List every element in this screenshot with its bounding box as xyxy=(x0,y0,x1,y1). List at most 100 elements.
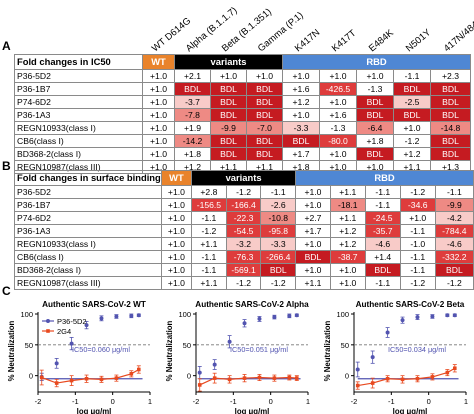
x-tick-label: 1 xyxy=(464,397,468,406)
heatmap-cell: -1.1 xyxy=(399,224,436,238)
heatmap-cell: BDL xyxy=(430,134,471,148)
heatmap-cell: +1.0 xyxy=(160,250,193,264)
heatmap-cell: -76.3 xyxy=(225,250,262,264)
ic50-annotation: IC50=0.060 μg/ml xyxy=(72,345,130,354)
panel-b-title: Fold changes in surface binding xyxy=(14,170,162,186)
heatmap-cell: BDL xyxy=(393,108,431,122)
heatmap-cell: -1.3 xyxy=(319,121,357,135)
heatmap-cell: BDL xyxy=(174,82,211,96)
table-row: REGN10933(class I) +1.0 +1.9 -9.9 -7.0 -3.3 -1… xyxy=(14,121,471,135)
heatmap-cell: -426.5 xyxy=(319,82,357,96)
table-row: P36-1A3 +1.0 -1.2 -54.5 -95.8 +1.7 +1.2 -35.7 -1… xyxy=(14,224,474,238)
heatmap-cell: +1.7 xyxy=(282,147,320,161)
heatmap-cell: -80.0 xyxy=(319,134,357,148)
heatmap-cell: +1.6 xyxy=(282,82,320,96)
heatmap-cell: BDL xyxy=(356,108,394,122)
row-label: P36-1B7 xyxy=(14,198,162,212)
row-label: BD368-2(class I) xyxy=(14,263,162,277)
heatmap-cell: -1.1 xyxy=(191,263,227,277)
data-point xyxy=(136,313,141,318)
heatmap-cell: -9.9 xyxy=(434,198,474,212)
x-tick-label: -2 xyxy=(35,397,42,406)
table-row: P36-1A3 +1.0 -7.8 BDL BDL +1.0 +1.6 BDL BDL BDL xyxy=(14,108,471,122)
data-point xyxy=(272,315,277,320)
column-header: K417N xyxy=(293,27,322,54)
heatmap-cell: +1.0 xyxy=(160,198,193,212)
heatmap-cell: +1.0 xyxy=(295,198,331,212)
data-point xyxy=(272,376,277,380)
heatmap-cell: +1.0 xyxy=(142,134,175,148)
data-point xyxy=(355,383,360,388)
data-point xyxy=(129,313,134,318)
x-axis-label: log μg/ml xyxy=(77,407,112,414)
column-header: E484K xyxy=(367,27,396,54)
heatmap-cell: +1.9 xyxy=(174,121,211,135)
data-point xyxy=(294,313,299,318)
data-point xyxy=(227,377,232,382)
data-point xyxy=(114,314,119,319)
y-axis-label: % Neutralization xyxy=(165,320,174,381)
row-label: P74-6D2 xyxy=(14,211,162,225)
panel-c-letter: C xyxy=(2,284,11,298)
data-point xyxy=(69,378,74,383)
heatmap-cell: -1.1 xyxy=(399,250,436,264)
heatmap-cell: +1.0 xyxy=(210,69,247,83)
heatmap-cell: BDL xyxy=(246,82,283,96)
heatmap-cell: -6.4 xyxy=(356,121,394,135)
data-point xyxy=(287,375,292,380)
y-tick-label: 50 xyxy=(183,341,191,350)
heatmap-cell: -1.0 xyxy=(399,237,436,251)
data-point xyxy=(257,375,262,380)
heatmap-cell: -3.2 xyxy=(225,237,262,251)
heatmap-cell: +1.0 xyxy=(319,69,357,83)
series-curve xyxy=(41,368,140,384)
y-tick-label: 50 xyxy=(25,341,33,350)
heatmap-cell: +1.0 xyxy=(160,276,193,290)
data-point xyxy=(39,375,44,380)
variants-header: variants xyxy=(191,170,297,186)
heatmap-cell: -1.2 xyxy=(260,276,297,290)
heatmap-cell: -1.1 xyxy=(191,211,227,225)
heatmap-cell: -54.5 xyxy=(225,224,262,238)
rbd-header: RBD xyxy=(282,54,471,70)
table-row: P36-1B7 +1.0 -156.5 -166.4 -2.6 +1.0 -18.1 -1.1… xyxy=(14,198,474,212)
heatmap-cell: +2.3 xyxy=(430,69,471,83)
column-header: K417T xyxy=(330,28,359,54)
heatmap-cell: BDL xyxy=(430,82,471,96)
table-row: P74-6D2 +1.0 -3.7 BDL BDL +1.2 +1.0 BDL -2.5 BDL xyxy=(14,95,471,109)
series-curve xyxy=(199,376,297,386)
table-row: BD368-2(class I) +1.0 +1.8 BDL BDL +1.7 +1.0 BD… xyxy=(14,147,471,161)
heatmap-cell: BDL xyxy=(210,134,247,148)
data-point xyxy=(400,318,405,323)
heatmap-cell: +1.0 xyxy=(160,263,193,277)
data-point xyxy=(99,377,104,382)
heatmap-cell: +2.1 xyxy=(174,69,211,83)
heatmap-cell: BDL xyxy=(210,147,247,161)
x-axis-label: log μg/ml xyxy=(235,407,270,414)
heatmap-cell: +1.0 xyxy=(160,224,193,238)
y-tick-label: 0 xyxy=(345,372,349,381)
heatmap-cell: -14.8 xyxy=(430,121,471,135)
heatmap-cell: +1.0 xyxy=(142,95,175,109)
heatmap-cell: -3.3 xyxy=(282,121,320,135)
data-point xyxy=(287,313,292,318)
heatmap-cell: +1.0 xyxy=(142,147,175,161)
heatmap-cell: -1.3 xyxy=(356,82,394,96)
data-point xyxy=(445,370,450,375)
heatmap-cell: +2.7 xyxy=(295,211,331,225)
x-tick-label: -1 xyxy=(230,397,237,406)
heatmap-cell: +1.1 xyxy=(329,185,366,199)
data-point xyxy=(370,381,375,385)
panel-b-binding-table: Fold changes in surface binding WT varia… xyxy=(14,170,474,290)
heatmap-cell: +1.0 xyxy=(142,108,175,122)
data-point xyxy=(242,376,247,380)
data-point xyxy=(453,366,457,371)
heatmap-cell: +1.8 xyxy=(174,147,211,161)
data-point xyxy=(257,316,262,321)
heatmap-cell: +1.0 xyxy=(142,69,175,83)
heatmap-cell: -2.6 xyxy=(260,198,297,212)
column-header: N501Y xyxy=(404,27,434,54)
data-point xyxy=(400,377,405,382)
legend-marker xyxy=(46,319,50,323)
heatmap-cell: -22.3 xyxy=(225,211,262,225)
